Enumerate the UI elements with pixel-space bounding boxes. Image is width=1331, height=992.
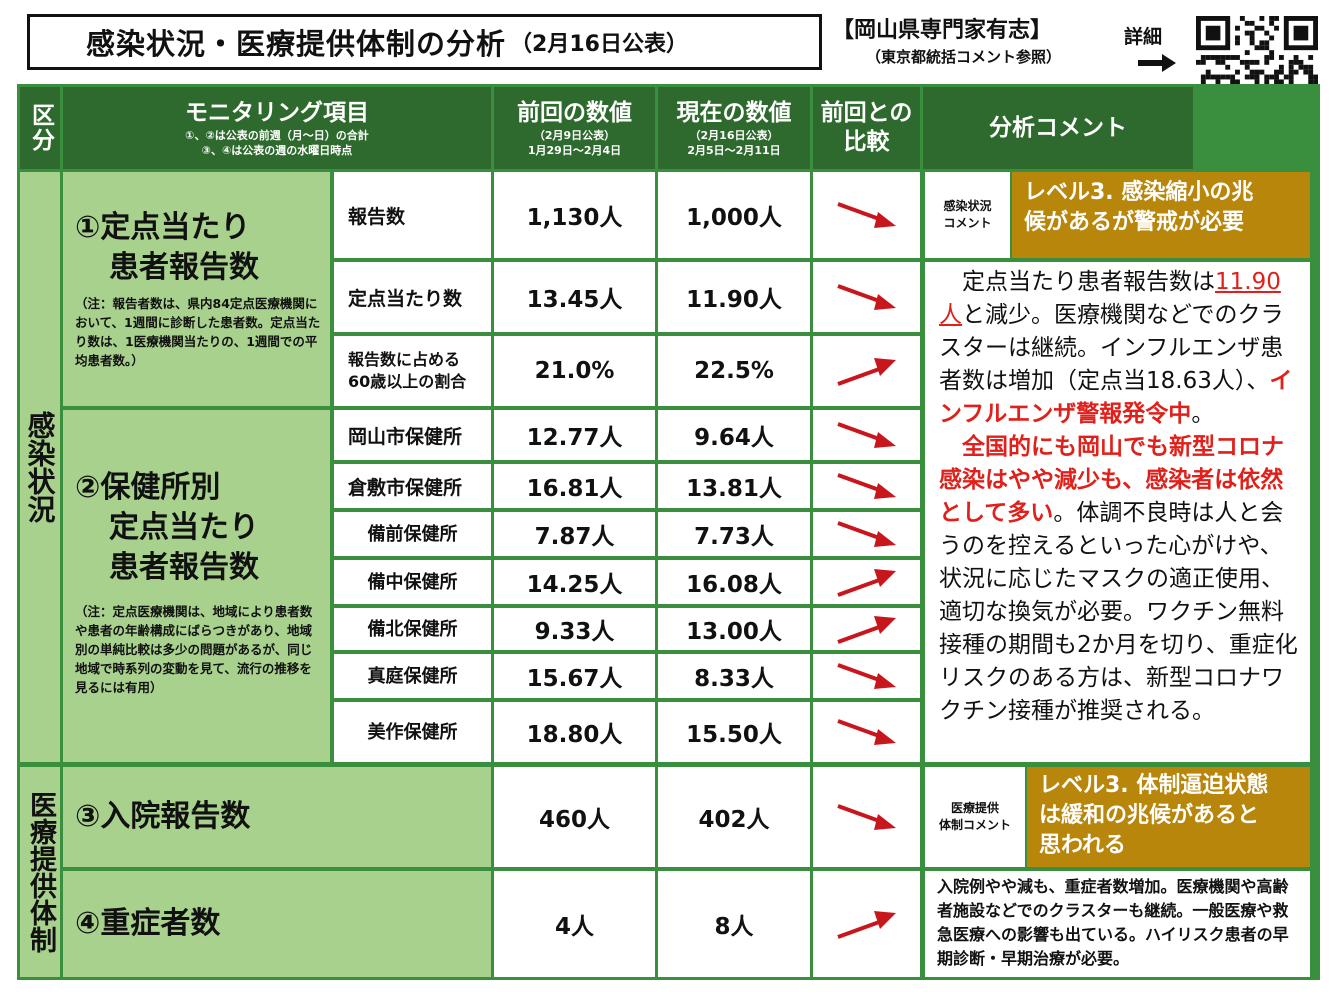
header-category: 区分 bbox=[20, 87, 60, 169]
row-current-value: 9.64人 bbox=[658, 410, 810, 460]
item1-note: （注：報告者数は、県内84定点医療機関において、1週間に診断した患者数。定点当た… bbox=[75, 296, 321, 368]
item2-title-line2: 定点当たり bbox=[109, 510, 259, 545]
row-label: 岡山市保健所 bbox=[334, 410, 491, 460]
row-trend bbox=[813, 560, 920, 604]
row-trend bbox=[813, 336, 920, 406]
arrow-down-right-icon bbox=[836, 284, 896, 310]
section-infection-label: 感染状況 bbox=[20, 172, 60, 762]
row-prev-value: 15.67人 bbox=[494, 654, 655, 698]
row-prev-value: 7.87人 bbox=[494, 512, 655, 556]
arrow-down-right-icon bbox=[836, 663, 896, 689]
row-current-value: 15.50人 bbox=[658, 702, 810, 762]
medical-comment-label: 医療提供 体制コメント bbox=[925, 767, 1025, 867]
section-medical-label: 医療提供体制 bbox=[20, 767, 60, 977]
row-prev-value: 18.80人 bbox=[494, 702, 655, 762]
row-trend bbox=[813, 654, 920, 698]
row-label: 倉敷市保健所 bbox=[334, 464, 491, 508]
row-prev-value: 14.25人 bbox=[494, 560, 655, 604]
row-current-value: 13.00人 bbox=[658, 608, 810, 650]
hospitalized-trend bbox=[813, 767, 920, 867]
item1-title-line2: 患者報告数 bbox=[109, 250, 259, 285]
medical-comment: 入院例やや減も、重症者数増加。医療機関や高齢者施設などでのクラスターも継続。一般… bbox=[925, 871, 1310, 977]
row-trend bbox=[813, 702, 920, 762]
header-monitoring: モニタリング項目 ①、②は公表の前週（月～日）の合計 ③、④は公表の週の水曜日時… bbox=[63, 87, 491, 169]
row-prev-value: 16.81人 bbox=[494, 464, 655, 508]
row-prev-value: 13.45人 bbox=[494, 262, 655, 332]
item1-title-line1: ①定点当たり bbox=[75, 210, 251, 245]
row-label: 報告数に占める 60歳以上の割合 bbox=[334, 336, 491, 406]
row-label: 備前保健所 bbox=[334, 512, 491, 556]
arrow-down-right-icon bbox=[836, 521, 896, 547]
detail-label: 詳細 bbox=[1124, 26, 1163, 48]
arrow-down-right-icon bbox=[836, 473, 896, 499]
row-current-value: 13.81人 bbox=[658, 464, 810, 508]
item3-box: ③入院報告数 bbox=[63, 767, 491, 867]
arrow-down-right-icon bbox=[836, 804, 896, 830]
page-title: 感染状況・医療提供体制の分析 bbox=[86, 27, 507, 61]
arrow-down-right-icon bbox=[836, 422, 896, 448]
header-current: 現在の数値 （2月16日公表） 2月5日～2月11日 bbox=[658, 87, 810, 169]
medical-level-badge: レベル3. 体制逼迫状態 は緩和の兆候があると 思われる bbox=[1027, 767, 1310, 867]
row-trend bbox=[813, 262, 920, 332]
row-trend bbox=[813, 464, 920, 508]
infection-comment-label: 感染状況 コメント bbox=[925, 172, 1010, 258]
publish-date: （2月16日公表） bbox=[510, 32, 688, 57]
source-label: 【岡山県専門家有志】 bbox=[832, 18, 1053, 43]
row-label: 定点当たり数 bbox=[334, 262, 491, 332]
header-compare: 前回との比較 bbox=[813, 87, 920, 169]
row-trend bbox=[813, 410, 920, 460]
row-trend bbox=[813, 512, 920, 556]
row-trend bbox=[813, 608, 920, 650]
row-prev-value: 9.33人 bbox=[494, 608, 655, 650]
item2-title-line1: ②保健所別 bbox=[75, 470, 221, 505]
infection-comment: 定点当たり患者報告数は11.90人と減少。医療機関などでのクラスターは継続。イン… bbox=[925, 262, 1310, 762]
row-prev-value: 12.77人 bbox=[494, 410, 655, 460]
row-trend bbox=[813, 172, 920, 258]
infection-level-badge: レベル3. 感染縮小の兆 候があるが警戒が必要 bbox=[1012, 172, 1310, 258]
item2-note: （注：定点医療機関は、地域により患者数や患者の年齢構成にばらつきがあり、地域別の… bbox=[75, 604, 313, 695]
item4-box: ④重症者数 bbox=[63, 871, 491, 977]
title-box: 感染状況・医療提供体制の分析 （2月16日公表） bbox=[27, 14, 822, 70]
header-prev: 前回の数値 （2月9日公表） 1月29日～2月4日 bbox=[494, 87, 655, 169]
row-current-value: 7.73人 bbox=[658, 512, 810, 556]
item2-box: ②保健所別 定点当たり 患者報告数 （注：定点医療機関は、地域により患者数や患者… bbox=[63, 410, 330, 762]
row-label: 美作保健所 bbox=[334, 702, 491, 762]
arrow-up-right-icon bbox=[836, 569, 896, 597]
arrow-right-icon bbox=[1138, 54, 1176, 72]
severe-current: 8人 bbox=[658, 871, 810, 977]
arrow-down-right-icon bbox=[836, 202, 896, 228]
arrow-up-right-icon bbox=[836, 358, 896, 386]
row-current-value: 1,000人 bbox=[658, 172, 810, 258]
item2-title-line3: 患者報告数 bbox=[109, 550, 259, 585]
row-prev-value: 21.0% bbox=[494, 336, 655, 406]
arrow-up-right-icon bbox=[836, 616, 896, 644]
item1-box: ①定点当たり 患者報告数 （注：報告者数は、県内84定点医療機関において、1週間… bbox=[63, 172, 330, 406]
row-prev-value: 1,130人 bbox=[494, 172, 655, 258]
row-label: 備中保健所 bbox=[334, 560, 491, 604]
row-label: 報告数 bbox=[334, 172, 491, 258]
source-note: （東京都統括コメント参照） bbox=[866, 48, 1062, 66]
header-analysis: 分析コメント bbox=[923, 87, 1193, 169]
severe-trend bbox=[813, 871, 920, 977]
severe-prev: 4人 bbox=[494, 871, 655, 977]
row-current-value: 8.33人 bbox=[658, 654, 810, 698]
arrow-up-right-icon bbox=[836, 911, 896, 939]
row-current-value: 16.08人 bbox=[658, 560, 810, 604]
row-label: 真庭保健所 bbox=[334, 654, 491, 698]
hospitalized-prev: 460人 bbox=[494, 767, 655, 867]
row-current-value: 11.90人 bbox=[658, 262, 810, 332]
arrow-down-right-icon bbox=[836, 719, 896, 745]
row-current-value: 22.5% bbox=[658, 336, 810, 406]
hospitalized-current: 402人 bbox=[658, 767, 810, 867]
row-label: 備北保健所 bbox=[334, 608, 491, 650]
